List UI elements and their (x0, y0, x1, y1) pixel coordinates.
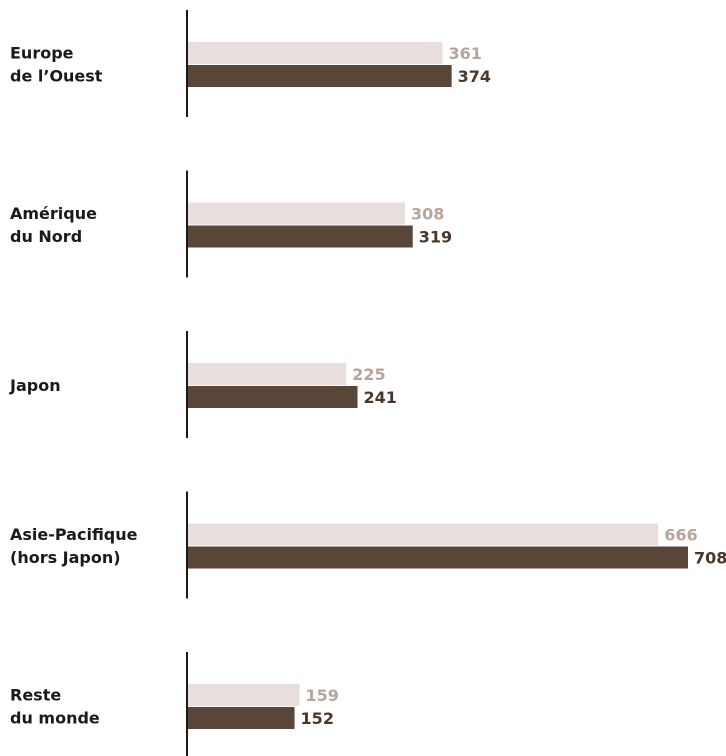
category-label: Asie-Pacifique (hors Japon) (10, 525, 138, 567)
value-label: 308 (411, 205, 444, 224)
category-label-line: du Nord (10, 227, 82, 246)
category-label-line: (hors Japon) (10, 548, 121, 567)
category-label-line: Asie-Pacifique (10, 525, 138, 544)
bar-series-2 (187, 225, 413, 248)
value-label: 319 (419, 228, 452, 247)
value-label: 374 (458, 67, 491, 86)
bar-series-1 (187, 684, 300, 706)
value-label: 666 (664, 526, 697, 545)
bar-series-2 (187, 65, 452, 87)
bar-series-2 (187, 707, 295, 729)
category-label: Reste du monde (10, 686, 100, 728)
category-label-line: Amérique (10, 204, 97, 223)
value-label: 361 (448, 44, 481, 63)
value-label: 225 (352, 365, 385, 384)
bar-series-1 (187, 42, 443, 64)
value-label: 152 (301, 709, 334, 728)
bar-series-2 (187, 546, 688, 569)
value-label: 708 (694, 549, 726, 568)
category-label-line: de l’Ouest (10, 67, 103, 86)
bar-series-1 (187, 523, 659, 546)
bar-series-1 (187, 363, 347, 385)
category-label-line: Japon (9, 376, 61, 395)
value-label: 241 (364, 388, 397, 407)
bar-series-2 (187, 386, 358, 408)
category-label: Japon (9, 376, 61, 395)
bar-series-1 (187, 202, 405, 225)
category-label-line: Europe (10, 44, 74, 63)
value-label: 159 (306, 686, 339, 705)
category-label-line: du monde (10, 709, 100, 728)
category-label-line: Reste (10, 686, 61, 705)
category-label: Amérique du Nord (10, 204, 97, 246)
category-label: Europe de l’Ouest (10, 44, 103, 86)
